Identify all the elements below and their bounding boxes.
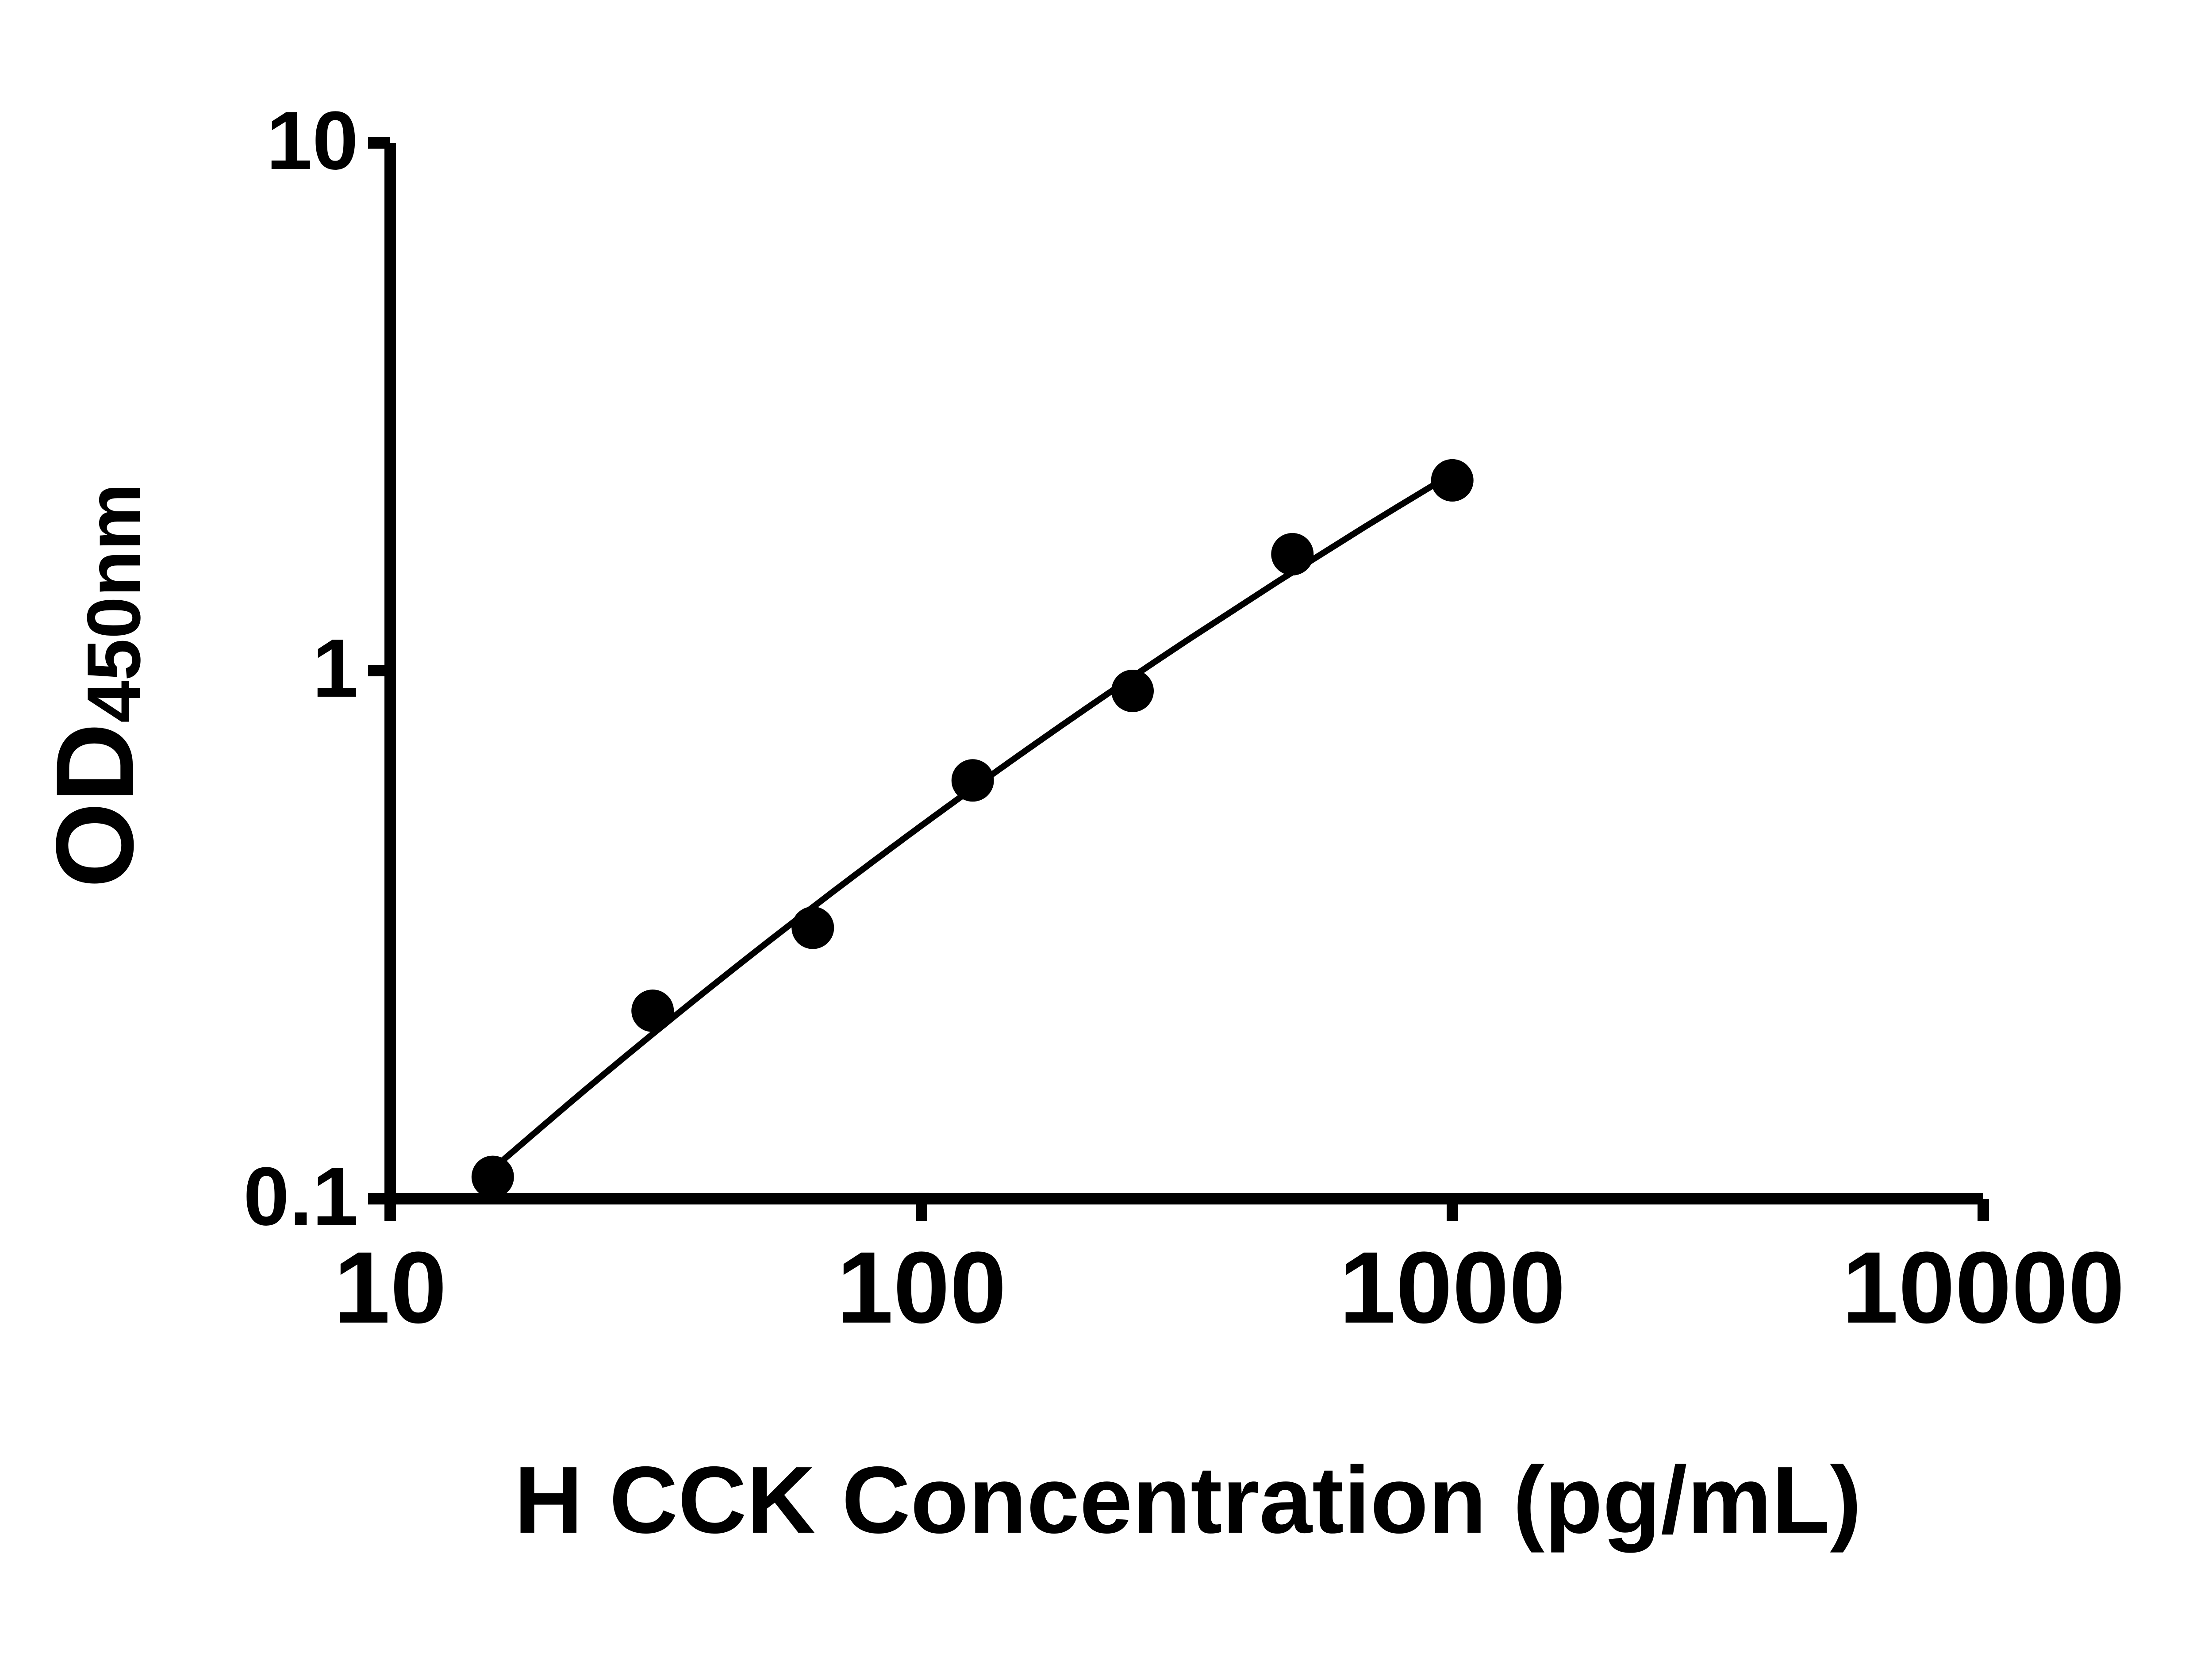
svg-text:10: 10 bbox=[334, 1231, 447, 1344]
svg-text:10000: 10000 bbox=[1842, 1231, 2125, 1344]
svg-text:0.1: 0.1 bbox=[243, 1150, 358, 1243]
svg-text:10: 10 bbox=[266, 94, 358, 187]
svg-text:100: 100 bbox=[837, 1231, 1006, 1344]
svg-text:1000: 1000 bbox=[1339, 1231, 1566, 1344]
svg-text:OD450nm: OD450nm bbox=[33, 483, 156, 888]
svg-text:1: 1 bbox=[312, 622, 358, 714]
svg-text:H CCK Concentration (pg/mL): H CCK Concentration (pg/mL) bbox=[514, 1446, 1862, 1553]
